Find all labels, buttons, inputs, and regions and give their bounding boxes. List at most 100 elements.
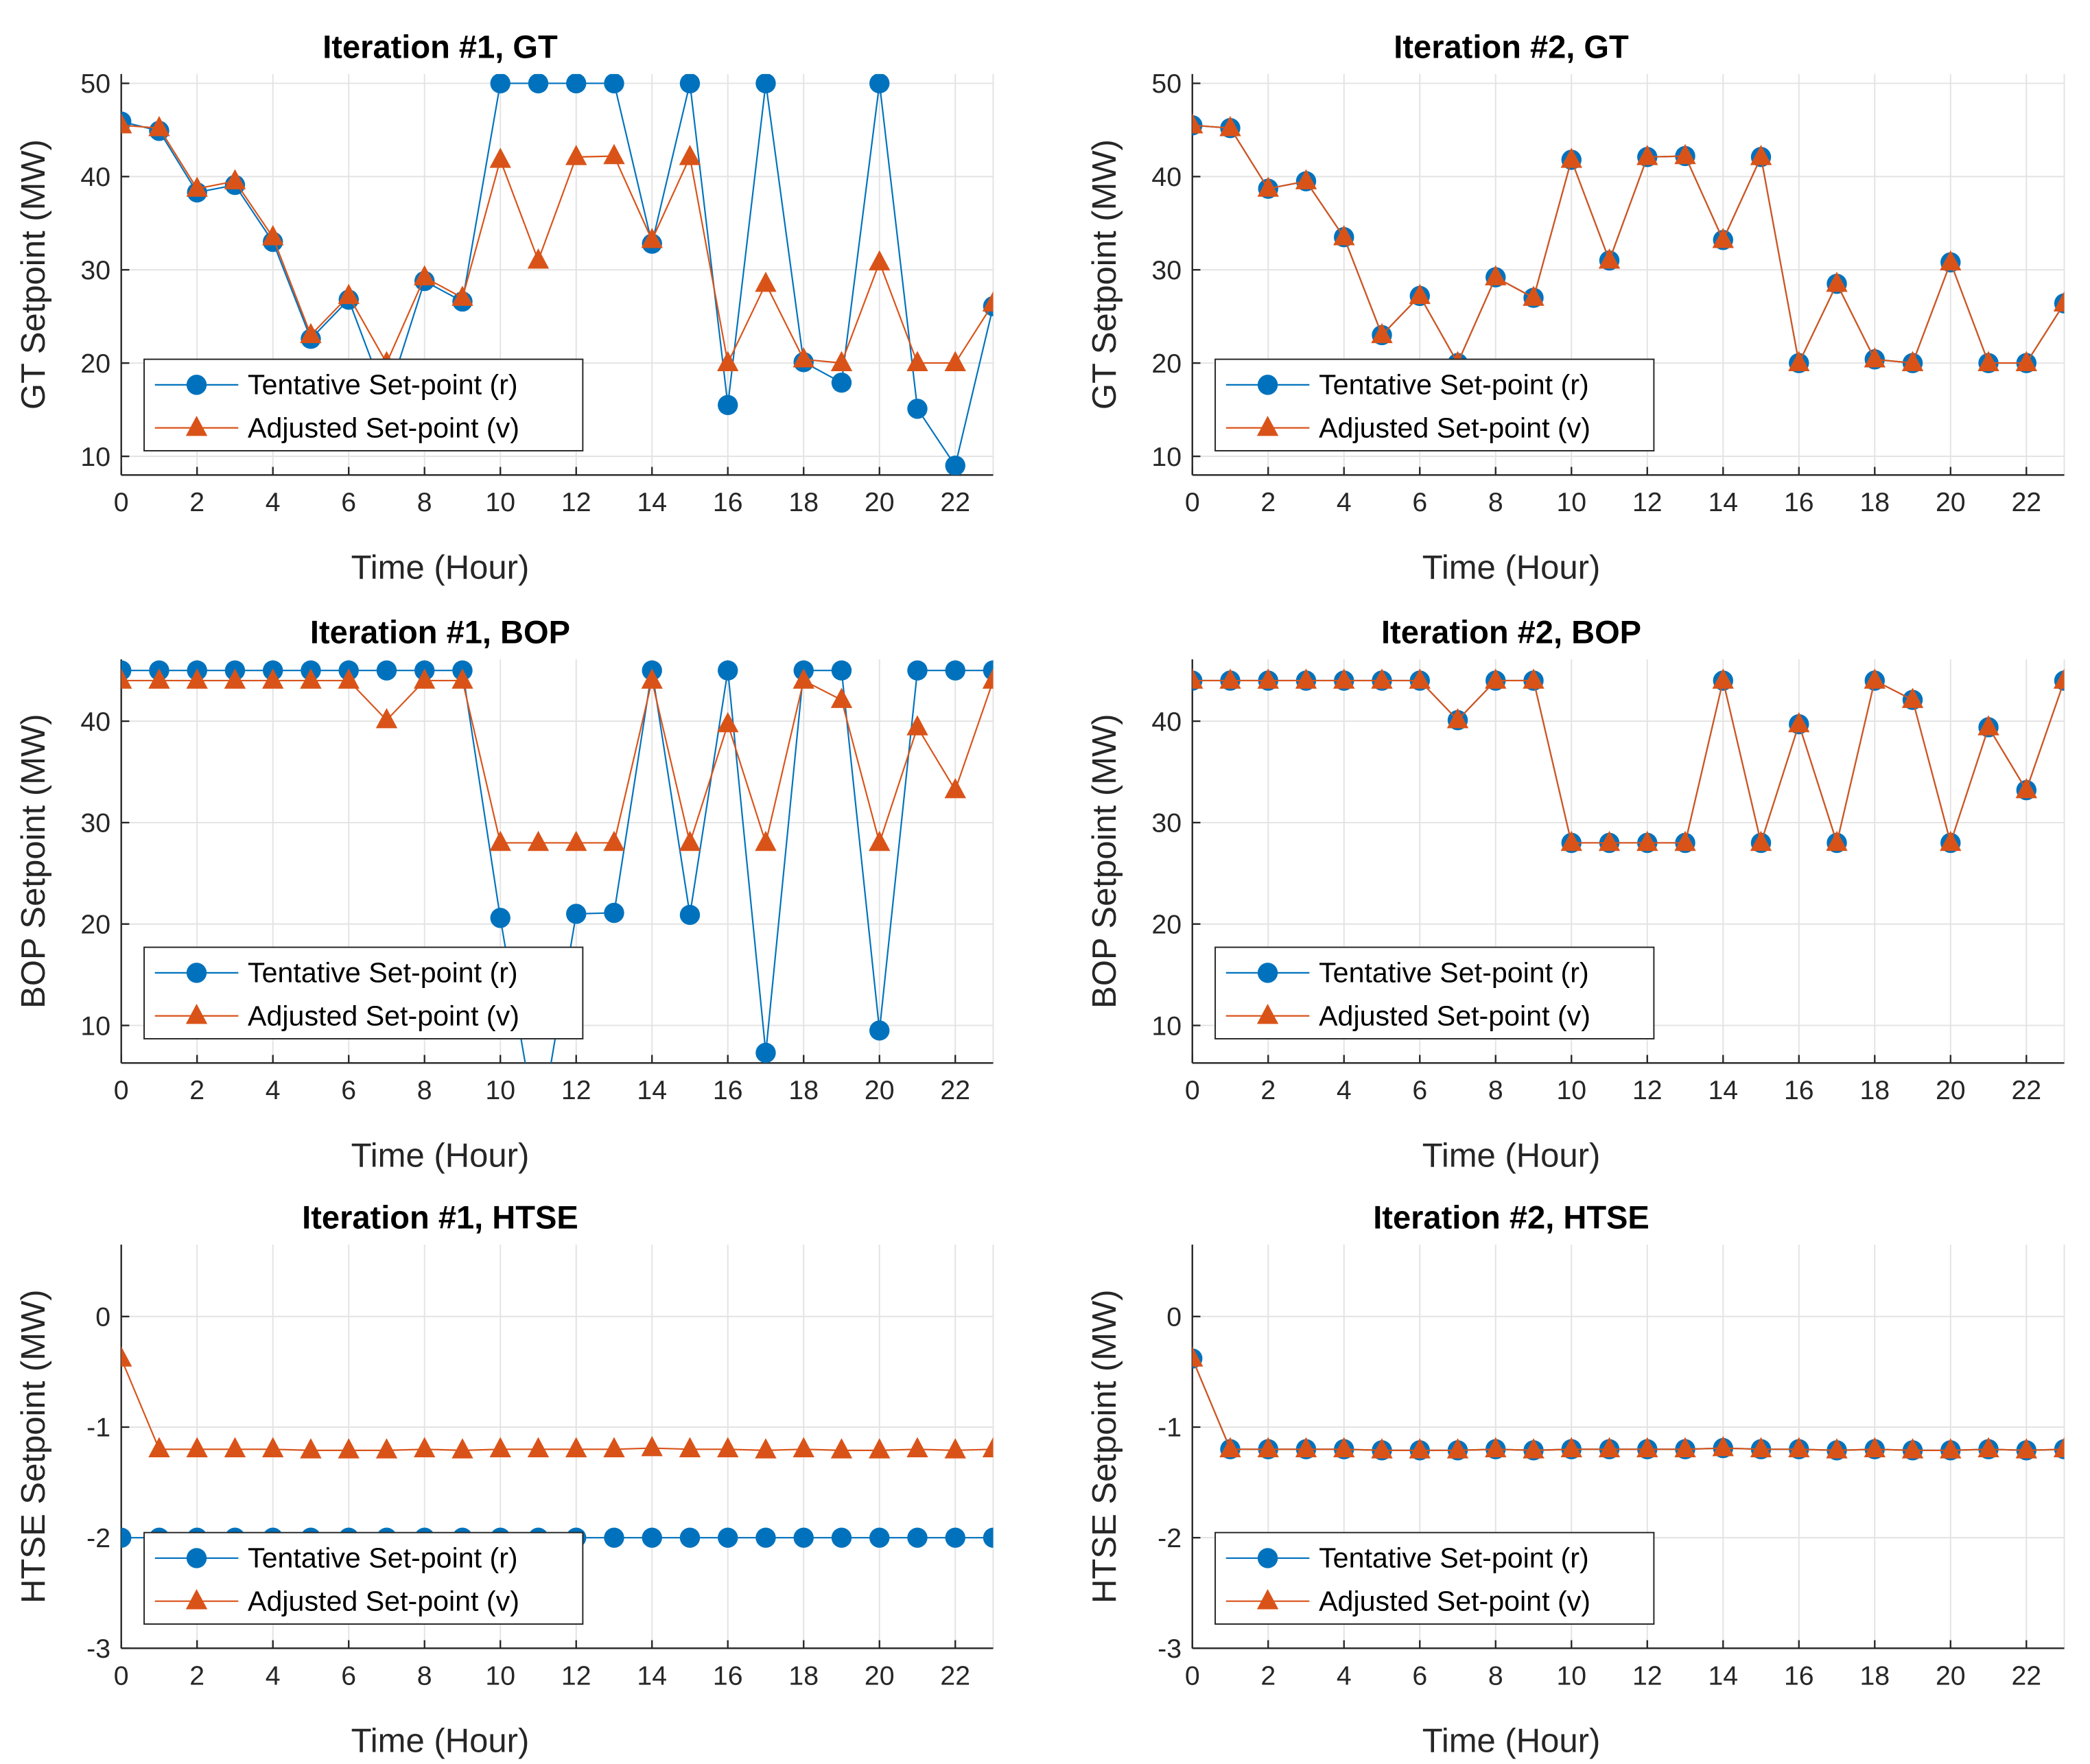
- y-tick-label: 10: [1151, 1011, 1182, 1041]
- legend-label-tentative: Tentative Set-point (r): [1319, 957, 1589, 989]
- data-point-triangle: [451, 285, 473, 306]
- data-point-triangle: [906, 1437, 928, 1457]
- y-axis-label: HTSE Setpoint (MW): [15, 1289, 52, 1603]
- data-point-triangle: [527, 1437, 550, 1457]
- x-tick-label: 10: [1556, 1075, 1586, 1105]
- data-point-triangle: [186, 1437, 208, 1457]
- x-tick-label: 14: [1708, 487, 1738, 517]
- legend-marker-triangle: [1256, 1003, 1279, 1024]
- legend-box: [1214, 358, 1655, 451]
- y-tick-label: -3: [1158, 1634, 1182, 1664]
- data-point-triangle: [1598, 1437, 1621, 1457]
- data-point-circle: [604, 1527, 624, 1548]
- x-tick-label: 20: [865, 1075, 895, 1105]
- data-point-triangle: [1940, 830, 1962, 851]
- y-tick-label: 40: [80, 162, 110, 192]
- data-point-triangle: [414, 265, 436, 285]
- x-tick-label: 16: [713, 1660, 743, 1691]
- y-axis-label: HTSE Setpoint (MW): [1086, 1289, 1123, 1603]
- y-axis-label: BOP Setpoint (MW): [15, 714, 52, 1008]
- data-point-triangle: [792, 1437, 814, 1457]
- x-tick-label: 0: [114, 1660, 129, 1691]
- data-point-triangle: [1712, 228, 1734, 248]
- x-tick-label: 16: [1784, 1075, 1814, 1105]
- data-point-circle: [907, 1527, 928, 1548]
- series-line: [1192, 124, 2065, 366]
- data-point-triangle: [755, 272, 777, 292]
- x-axis-label: Time (Hour): [351, 1722, 530, 1759]
- x-tick-label: 20: [1936, 1660, 1966, 1691]
- series-adjusted: [121, 668, 994, 851]
- x-tick-label: 10: [1556, 487, 1586, 517]
- x-axis-label: Time (Hour): [1422, 549, 1601, 586]
- data-point-circle: [945, 455, 965, 475]
- y-tick-label: 0: [95, 1302, 110, 1332]
- data-point-triangle: [982, 668, 994, 689]
- y-tick-label: 20: [1151, 909, 1182, 939]
- data-point-triangle: [717, 1437, 739, 1457]
- data-point-triangle: [1901, 1438, 1924, 1459]
- x-tick-label: 16: [713, 487, 743, 517]
- data-point-triangle: [982, 1437, 994, 1457]
- data-point-triangle: [489, 148, 511, 168]
- x-tick-label: 16: [1784, 487, 1814, 517]
- data-point-circle: [528, 1129, 548, 1149]
- x-tick-label: 10: [485, 1075, 515, 1105]
- y-tick-label: 20: [80, 909, 110, 939]
- data-point-triangle: [679, 1437, 701, 1457]
- data-point-triangle: [1257, 1437, 1279, 1457]
- data-point-circle: [679, 73, 701, 94]
- legend-marker-triangle: [185, 1589, 208, 1610]
- x-tick-label: 16: [713, 1075, 743, 1105]
- data-point-triangle: [1295, 1437, 1317, 1457]
- data-point-triangle: [1598, 830, 1621, 851]
- series-line: [1192, 679, 2065, 846]
- x-tick-label: 10: [485, 1660, 515, 1691]
- data-point-triangle: [1977, 715, 1999, 736]
- data-point-triangle: [148, 116, 170, 137]
- data-point-triangle: [1826, 830, 1848, 851]
- data-point-triangle: [1257, 176, 1279, 197]
- x-tick-label: 6: [341, 1660, 356, 1691]
- data-point-triangle: [1192, 113, 1203, 134]
- x-tick-label: 8: [417, 1660, 432, 1691]
- data-point-circle: [869, 73, 890, 94]
- legend: Tentative Set-point (r) Adjusted Set-poin…: [143, 358, 584, 451]
- data-point-triangle: [1523, 668, 1545, 689]
- legend-box: [143, 946, 584, 1039]
- legend-box: [143, 1531, 584, 1625]
- data-point-triangle: [2053, 668, 2065, 689]
- series-line: [1192, 1358, 2065, 1451]
- legend-marker-triangle: [185, 1003, 208, 1024]
- data-point-circle: [566, 73, 587, 94]
- data-point-triangle: [1750, 145, 1772, 165]
- data-point-triangle: [1409, 668, 1431, 689]
- y-tick-label: -2: [86, 1523, 110, 1553]
- data-point-triangle: [186, 668, 208, 689]
- data-point-triangle: [224, 169, 246, 189]
- data-point-triangle: [1864, 1437, 1886, 1457]
- x-tick-label: 14: [637, 1075, 667, 1105]
- x-tick-label: 20: [1936, 1075, 1966, 1105]
- data-point-circle: [907, 660, 928, 681]
- data-point-triangle: [1219, 668, 1241, 689]
- y-tick-label: 10: [1151, 442, 1182, 472]
- x-tick-label: 8: [1488, 1660, 1503, 1691]
- x-tick-label: 8: [1488, 1075, 1503, 1105]
- data-point-triangle: [1371, 1438, 1393, 1459]
- x-axis-label: Time (Hour): [351, 1137, 530, 1174]
- legend-label-adjusted: Adjusted Set-point (v): [248, 412, 519, 443]
- data-point-circle: [679, 904, 701, 926]
- data-point-triangle: [1523, 1438, 1545, 1459]
- y-tick-label: 40: [80, 707, 110, 737]
- data-point-triangle: [224, 668, 246, 689]
- data-point-triangle: [982, 291, 994, 311]
- series-adjusted: [1192, 1346, 2065, 1459]
- series-line: [121, 124, 994, 366]
- x-tick-label: 8: [417, 487, 432, 517]
- legend-marker-circle: [1257, 1548, 1278, 1568]
- data-point-triangle: [603, 830, 625, 851]
- x-tick-label: 6: [341, 487, 356, 517]
- data-point-triangle: [527, 830, 550, 851]
